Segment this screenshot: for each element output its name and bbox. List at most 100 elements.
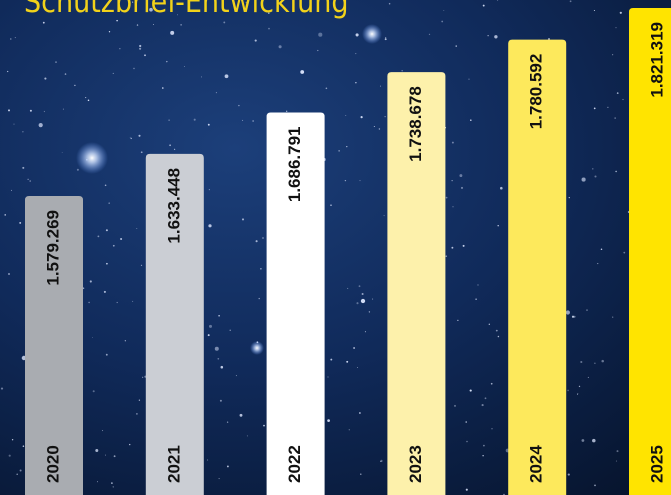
star [254, 39, 257, 42]
star [468, 78, 470, 80]
bar [508, 39, 567, 495]
star [327, 419, 330, 422]
star [581, 177, 586, 182]
star [286, 110, 288, 112]
star [218, 478, 220, 480]
star [193, 118, 196, 121]
star [10, 38, 12, 40]
star [346, 145, 348, 148]
star [482, 4, 485, 7]
star [300, 70, 305, 74]
star [466, 440, 468, 443]
star [597, 263, 599, 265]
star [593, 9, 595, 12]
star [21, 355, 27, 361]
star [97, 235, 100, 238]
star [124, 340, 126, 342]
star [445, 255, 448, 257]
star [130, 137, 132, 140]
star [207, 334, 210, 337]
star [112, 72, 114, 74]
star [111, 482, 113, 484]
star [215, 92, 217, 94]
star [497, 335, 500, 338]
star [105, 229, 108, 232]
star [27, 178, 29, 180]
star [494, 35, 498, 39]
star [348, 429, 350, 431]
star [359, 180, 361, 182]
star [355, 53, 357, 55]
star [388, 2, 391, 5]
bars: 1.579.269 2020 1.633.448 2021 1.686.791 2022 1… [25, 8, 671, 495]
star [470, 119, 472, 121]
star [207, 123, 210, 126]
star [55, 61, 57, 63]
star [258, 297, 260, 300]
star [616, 450, 619, 453]
star [586, 309, 588, 311]
star [64, 73, 67, 75]
star [318, 32, 323, 37]
star [208, 189, 210, 191]
star [22, 131, 24, 133]
star [373, 126, 375, 127]
star [594, 484, 596, 487]
star [19, 469, 22, 472]
star [491, 428, 493, 430]
star [487, 35, 489, 37]
star [380, 460, 382, 462]
star [112, 244, 115, 247]
star [594, 362, 596, 364]
star [622, 98, 624, 101]
star [105, 353, 108, 356]
star [616, 92, 619, 94]
star [378, 128, 381, 130]
star [330, 204, 332, 206]
star [242, 119, 244, 121]
star [462, 244, 465, 247]
star [235, 375, 237, 377]
star [482, 455, 484, 457]
star [569, 0, 572, 3]
star [108, 202, 110, 204]
star [241, 218, 245, 221]
star [475, 298, 477, 300]
star [347, 287, 349, 289]
star [592, 168, 594, 170]
category-label: 2024 [527, 445, 546, 483]
star [239, 413, 243, 417]
star [92, 390, 95, 393]
star [105, 454, 106, 456]
star [61, 152, 63, 153]
star [445, 196, 448, 199]
star [384, 115, 386, 118]
star [454, 404, 456, 407]
star [615, 27, 617, 29]
star [615, 170, 617, 173]
star [593, 107, 596, 110]
star [140, 264, 143, 266]
star [345, 115, 347, 116]
star [208, 324, 213, 328]
star [152, 23, 154, 25]
star [29, 109, 32, 112]
star [220, 365, 224, 369]
star [612, 54, 614, 56]
star [180, 24, 182, 26]
star [278, 45, 282, 49]
star [177, 14, 179, 16]
category-label: 2020 [43, 445, 62, 483]
star [133, 67, 135, 70]
star [497, 0, 499, 1]
value-label: 1.821.319 [647, 22, 666, 98]
star [327, 8, 330, 11]
star [360, 473, 362, 475]
star [451, 180, 453, 182]
star [460, 186, 464, 189]
star [338, 150, 340, 152]
star [226, 465, 229, 468]
star [451, 141, 454, 144]
star [38, 123, 43, 128]
